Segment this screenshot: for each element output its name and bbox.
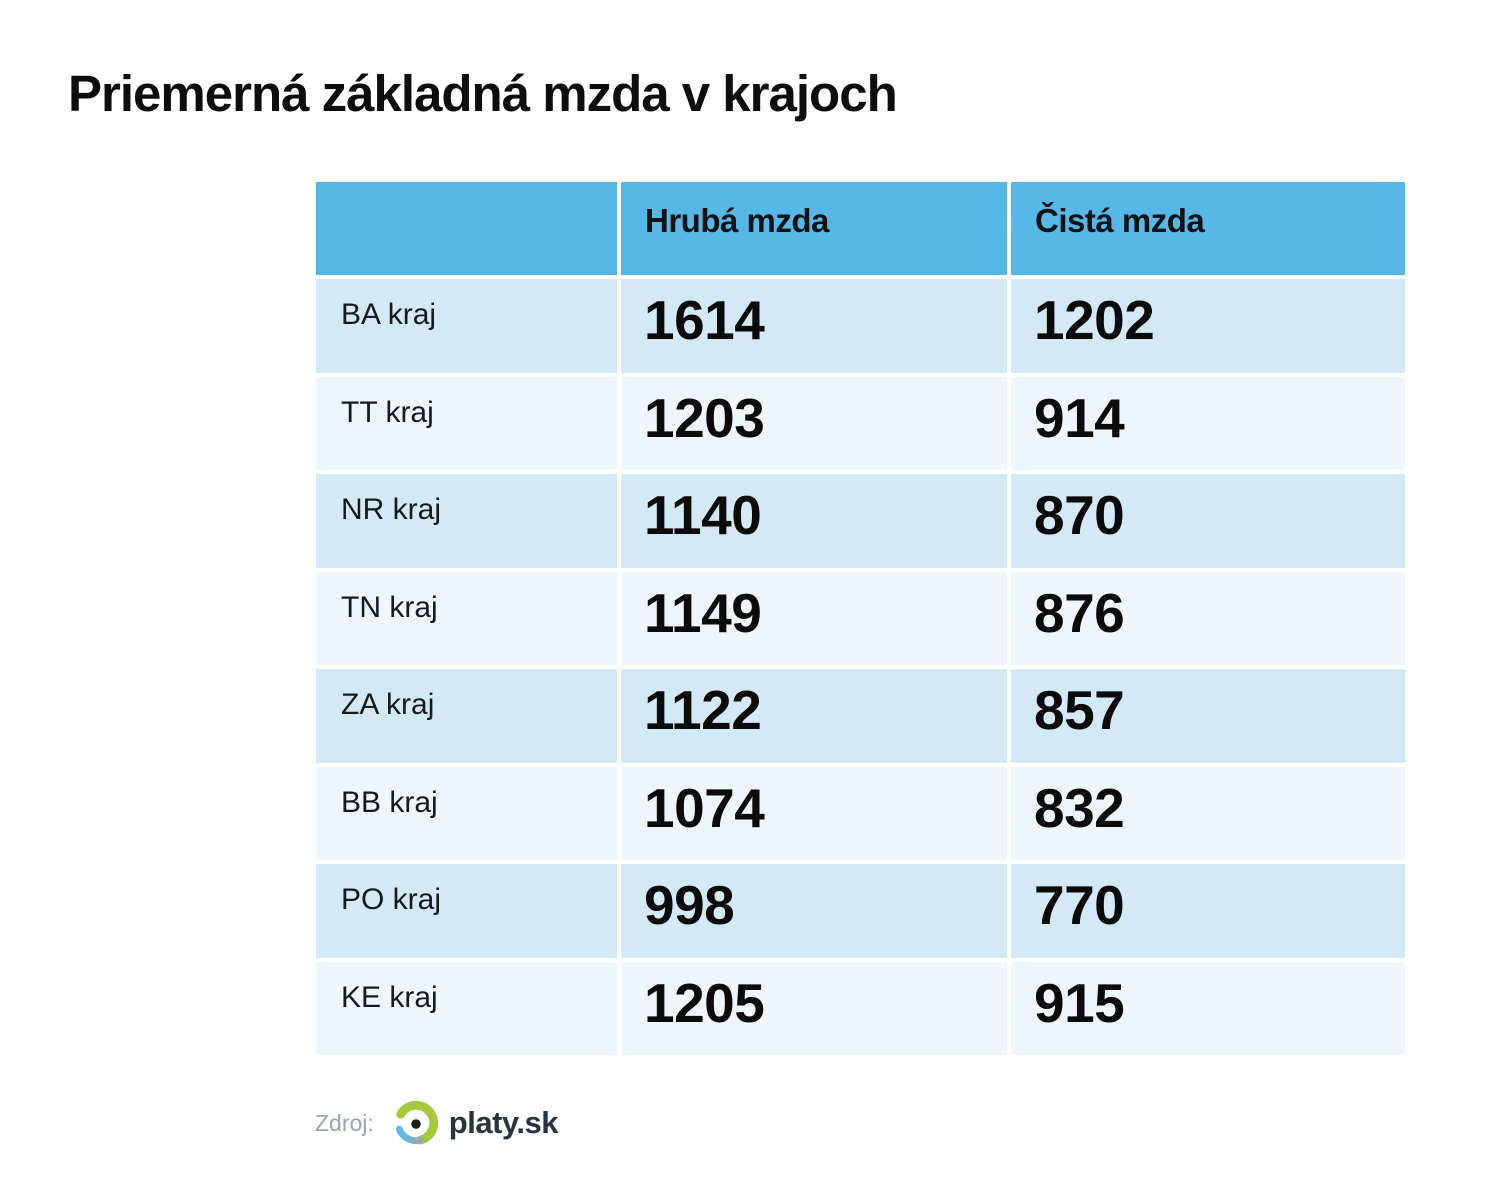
gross-value: 998: [621, 864, 1007, 958]
gross-value: 1140: [621, 474, 1007, 568]
net-value: 914: [1011, 376, 1405, 470]
brand-name: platy.sk: [448, 1105, 559, 1140]
gross-value: 1149: [621, 571, 1007, 665]
net-value: 832: [1011, 766, 1405, 860]
gross-value: 1614: [621, 279, 1007, 373]
source-attribution: Zdroj: platy.sk: [315, 1097, 558, 1149]
row-label: NR kraj: [316, 474, 617, 568]
net-value: 770: [1011, 864, 1405, 958]
row-label: TT kraj: [316, 376, 617, 470]
gross-value: 1074: [621, 766, 1007, 860]
column-header-empty: [316, 182, 617, 275]
net-value: 876: [1011, 571, 1405, 665]
page-title: Priemerná základná mzda v krajoch: [68, 65, 898, 122]
platy-ring-icon: [390, 1097, 442, 1149]
gross-value: 1205: [621, 961, 1007, 1055]
row-label: PO kraj: [316, 864, 617, 958]
net-value: 870: [1011, 474, 1405, 568]
salary-table: Hrubá mzda Čistá mzda BA kraj 1614 1202 …: [316, 182, 1405, 1055]
row-label: BA kraj: [316, 279, 617, 373]
column-header-net: Čistá mzda: [1011, 182, 1405, 275]
row-label: BB kraj: [316, 766, 617, 860]
gross-value: 1203: [621, 376, 1007, 470]
net-value: 1202: [1011, 279, 1405, 373]
source-label: Zdroj:: [315, 1109, 374, 1136]
column-header-gross: Hrubá mzda: [621, 182, 1007, 275]
net-value: 915: [1011, 961, 1405, 1055]
row-label: TN kraj: [316, 571, 617, 665]
net-value: 857: [1011, 669, 1405, 763]
row-label: KE kraj: [316, 961, 617, 1055]
gross-value: 1122: [621, 669, 1007, 763]
row-label: ZA kraj: [316, 669, 617, 763]
